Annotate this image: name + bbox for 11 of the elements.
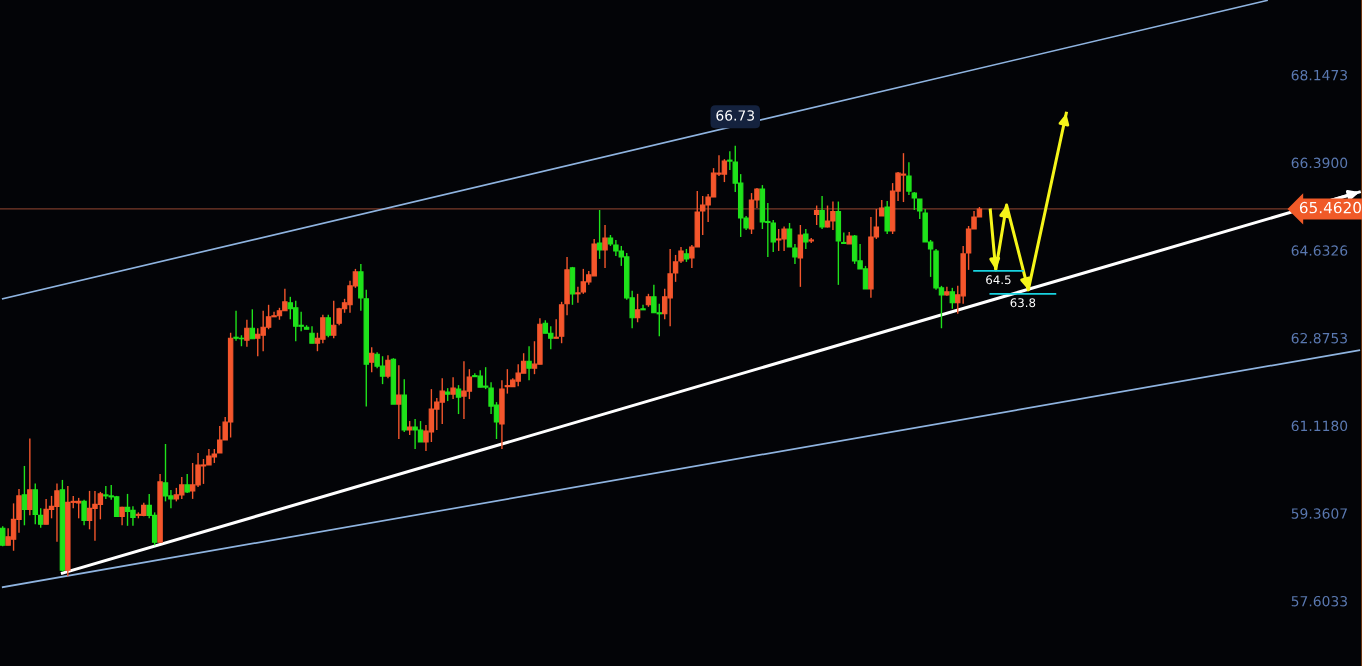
annotation: 63.8 — [1010, 298, 1036, 308]
y-tick-label: 66.3900 — [1291, 157, 1348, 169]
y-tick-label: 57.6033 — [1291, 595, 1347, 607]
y-tick-label: 62.8753 — [1291, 332, 1347, 344]
annotation: 66.73 — [716, 110, 755, 121]
y-tick-label: 59.3607 — [1291, 508, 1347, 519]
y-tick-label: 68.1473 — [1291, 69, 1347, 81]
ref-line-label: 65.4620 — [1299, 201, 1361, 214]
annotation: 64.5 — [986, 275, 1011, 285]
y-tick-label: 61.1180 — [1291, 420, 1348, 432]
y-tick-label: 64.6326 — [1291, 245, 1348, 256]
